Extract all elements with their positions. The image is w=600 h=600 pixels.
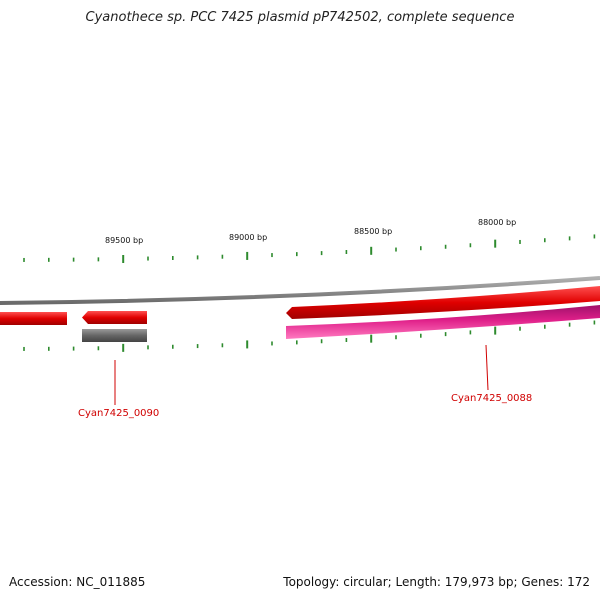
feature-gray-0090[interactable] [82, 329, 147, 342]
gene-label-0090: Cyan7425_0090 [78, 408, 159, 419]
leader-line-0088 [485, 344, 489, 391]
tick-label-89000: 89000 bp [229, 233, 267, 242]
map-title: Cyanothece sp. PCC 7425 plasmid pP742502… [85, 10, 515, 25]
plasmid-backbone [0, 276, 600, 305]
tick-row-outer [23, 234, 596, 263]
tick-row-inner [23, 320, 596, 352]
tick-label-88000: 88000 bp [478, 218, 516, 227]
gene-forward-0090[interactable] [82, 311, 147, 324]
gene-forward-left[interactable] [0, 312, 67, 325]
gene-reverse-0088[interactable] [286, 305, 600, 339]
tick-label-88500: 88500 bp [354, 227, 392, 236]
gene-forward-long[interactable] [286, 286, 600, 319]
topology-text: Topology: circular; Length: 179,973 bp; … [283, 575, 590, 589]
accession-text: Accession: NC_011885 [9, 575, 146, 589]
tick-label-89500: 89500 bp [105, 236, 143, 245]
gene-label-0088: Cyan7425_0088 [451, 393, 532, 404]
